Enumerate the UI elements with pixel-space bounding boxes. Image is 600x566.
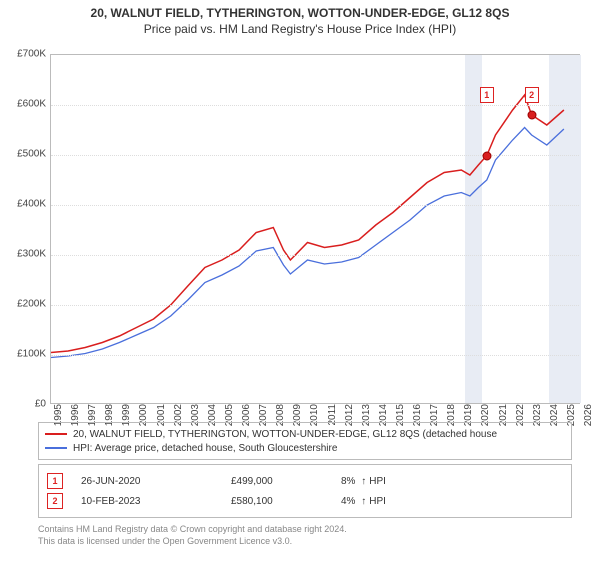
legend-label: 20, WALNUT FIELD, TYTHERINGTON, WOTTON-U… [73, 429, 497, 440]
legend-row-price-paid: 20, WALNUT FIELD, TYTHERINGTON, WOTTON-U… [45, 427, 565, 441]
sale-marker-dot [482, 151, 491, 160]
plot-area: 12 [50, 54, 580, 404]
price-chart: 12 £0£100K£200K£300K£400K£500K£600K£700K… [50, 54, 580, 404]
table-row: 2 10-FEB-2023£580,1004% HPI [47, 491, 563, 511]
legend-row-hpi: HPI: Average price, detached house, Sout… [45, 441, 565, 455]
y-tick-label: £100K [4, 349, 46, 360]
x-tick-label: 2026 [583, 404, 594, 426]
legend-label: HPI: Average price, detached house, Sout… [73, 443, 337, 454]
row-marker-badge: 1 [47, 473, 63, 489]
page-subtitle: Price paid vs. HM Land Registry's House … [0, 22, 600, 36]
marker-table: 1 26-JUN-2020£499,0008% HPI 2 10-FEB-2023£5… [38, 464, 572, 518]
y-tick-label: £600K [4, 99, 46, 110]
attribution-footer: Contains HM Land Registry data © Crown c… [38, 524, 572, 547]
up-arrow-icon [358, 496, 369, 507]
gridline [51, 305, 579, 306]
chart-lines [51, 55, 581, 405]
gridline [51, 155, 579, 156]
row-marker-badge: 2 [47, 493, 63, 509]
up-arrow-icon [358, 476, 369, 487]
sale-marker-badge: 2 [525, 87, 539, 103]
page-title-address: 20, WALNUT FIELD, TYTHERINGTON, WOTTON-U… [0, 6, 600, 20]
legend-swatch [45, 447, 67, 449]
chart-legend: 20, WALNUT FIELD, TYTHERINGTON, WOTTON-U… [38, 422, 572, 460]
sale-price: £580,100 [231, 496, 341, 507]
y-tick-label: £500K [4, 149, 46, 160]
gridline [51, 105, 579, 106]
footer-line: Contains HM Land Registry data © Crown c… [38, 524, 572, 536]
legend-swatch [45, 433, 67, 435]
sale-price: £499,000 [231, 476, 341, 487]
hpi-delta: 8% HPI [341, 476, 563, 487]
footer-line: This data is licensed under the Open Gov… [38, 536, 572, 548]
y-tick-label: £400K [4, 199, 46, 210]
sale-marker-badge: 1 [480, 87, 494, 103]
gridline [51, 355, 579, 356]
hpi-delta: 4% HPI [341, 496, 563, 507]
sale-date: 10-FEB-2023 [81, 496, 231, 507]
table-row: 1 26-JUN-2020£499,0008% HPI [47, 471, 563, 491]
y-tick-label: £0 [4, 399, 46, 410]
y-tick-label: £300K [4, 249, 46, 260]
gridline [51, 205, 579, 206]
gridline [51, 255, 579, 256]
sale-marker-dot [527, 110, 536, 119]
series-line-price_paid [51, 95, 564, 353]
y-tick-label: £200K [4, 299, 46, 310]
y-tick-label: £700K [4, 49, 46, 60]
sale-date: 26-JUN-2020 [81, 476, 231, 487]
